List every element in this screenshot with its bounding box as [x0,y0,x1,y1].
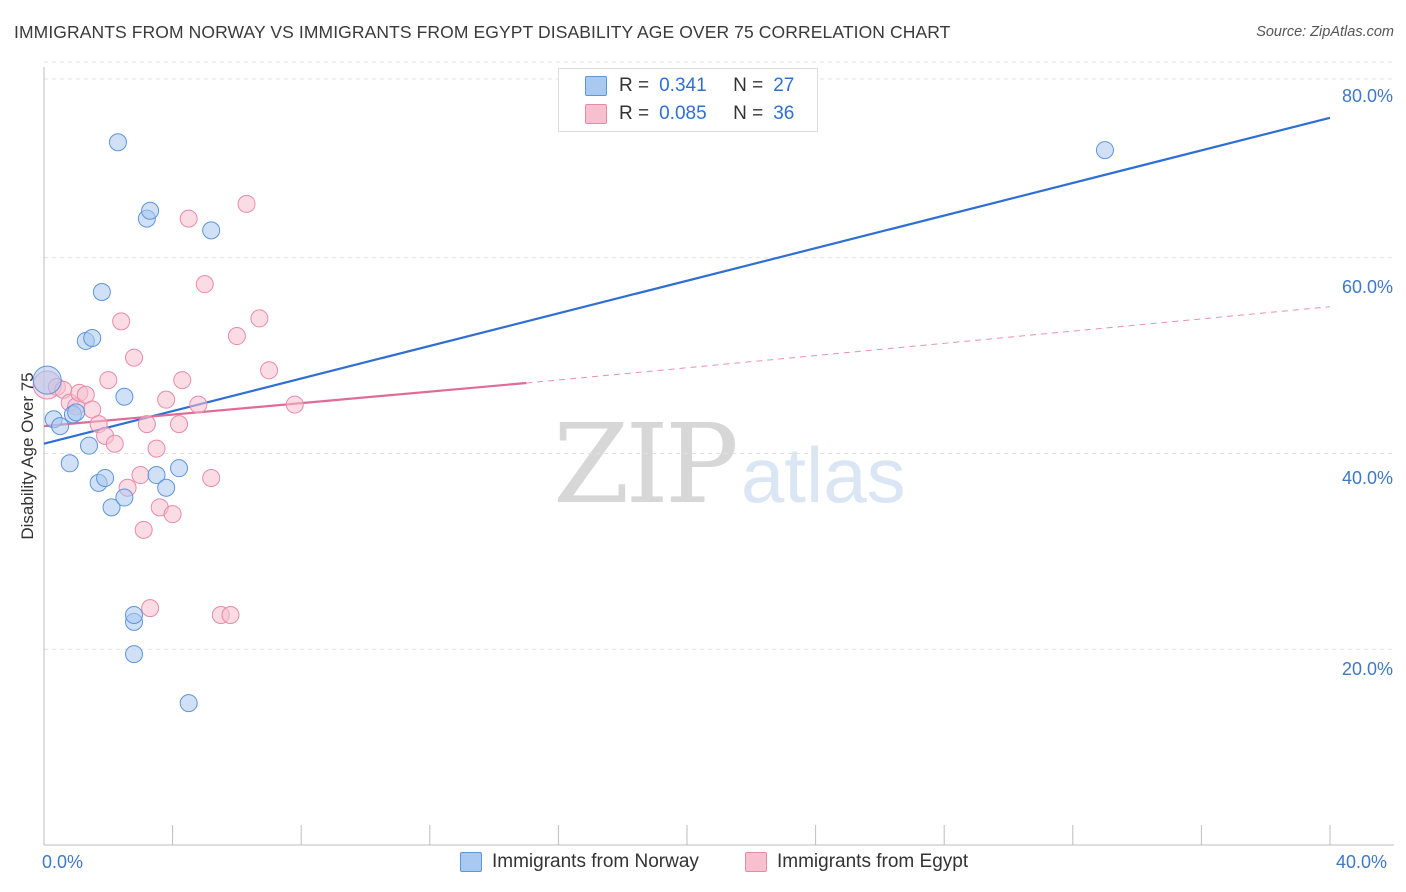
point-norway [1095,141,1114,160]
point-norway [202,221,221,240]
point-norway [67,403,86,422]
point-egypt [141,599,160,618]
point-norway [60,454,79,473]
point-norway [170,459,189,478]
point-norway [108,133,127,152]
legend-n-value: 36 [773,103,795,124]
point-egypt [170,415,189,434]
point-norway [92,283,111,302]
point-egypt [137,415,156,434]
watermark-atlas: atlas [740,431,906,519]
legend-swatch-egypt [585,104,607,124]
y-axis-label: Disability Age Over 75 [18,372,37,540]
point-norway [147,466,166,485]
point-norway [179,694,198,713]
x-tick-label-max: 40.0% [1336,852,1388,872]
y-tick-label-20: 20.0% [1341,659,1393,679]
legend-row-egypt: R = 0.085 N = 36 [585,101,795,127]
legend-swatch-norway [585,76,607,96]
watermark: ZIPatlas [553,400,906,528]
y-tick-label-60: 60.0% [1341,277,1393,297]
point-norway [102,498,121,517]
bottom-legend-label-norway: Immigrants from Norway [492,851,699,872]
trend-line-egypt [43,381,527,428]
trend-line-egypt-dashed [526,306,1331,384]
y-tick-label-80: 80.0% [1341,86,1393,106]
bottom-legend-egypt: Immigrants from Egypt [745,851,968,873]
data-points [32,133,1114,713]
legend-r-value: 0.341 [659,75,707,96]
point-norway [80,436,99,455]
legend-n-value: 27 [773,75,795,96]
bottom-legend-swatch-egypt [745,852,767,872]
point-norway [125,645,144,664]
point-egypt [112,312,131,331]
legend-r-label: R = [619,103,650,124]
correlation-legend: R = 0.341 N = 27 R = 0.085 N = 36 [558,68,818,132]
y-tick-label-40: 40.0% [1341,468,1393,488]
bottom-legend-norway: Immigrants from Norway [460,851,699,873]
point-egypt [221,605,240,624]
x-tick-label-min: 0.0% [42,852,84,872]
legend-r-label: R = [619,75,650,96]
bottom-legend-label-egypt: Immigrants from Egypt [777,851,969,872]
point-egypt [157,390,176,409]
chart-title: IMMIGRANTS FROM NORWAY VS IMMIGRANTS FRO… [14,22,951,42]
point-egypt [163,505,182,524]
point-norway [83,329,102,348]
point-egypt [195,275,214,294]
point-egypt [237,194,256,213]
point-egypt [227,327,246,346]
point-egypt [99,371,118,390]
trend-line-norway [43,116,1331,445]
point-egypt [179,209,198,228]
point-norway [141,201,160,220]
trend-lines [43,116,1331,445]
point-egypt [173,371,192,390]
point-norway [115,488,134,507]
source-label: Source: ZipAtlas.com [1256,24,1394,40]
point-egypt [125,348,144,367]
point-egypt [250,309,269,328]
point-egypt [189,395,208,414]
legend-n-label: N = [733,75,764,96]
legend-r-value: 0.085 [659,103,707,124]
point-egypt [131,466,150,485]
grid-lines [44,61,1394,650]
point-norway [32,365,62,395]
point-egypt [134,520,153,539]
point-norway [125,605,144,624]
legend-n-label: N = [733,103,764,124]
point-norway [51,417,70,436]
bottom-legend-swatch-norway [460,852,482,872]
point-norway [115,387,134,406]
point-egypt [260,361,279,380]
point-egypt [285,395,304,414]
point-egypt [147,439,166,458]
axes [43,67,1394,846]
point-egypt [202,468,221,487]
legend-row-norway: R = 0.341 N = 27 [585,73,795,99]
point-egypt [105,434,124,453]
point-norway [157,478,176,497]
watermark-zip: ZIP [553,400,739,528]
point-norway [96,468,115,487]
